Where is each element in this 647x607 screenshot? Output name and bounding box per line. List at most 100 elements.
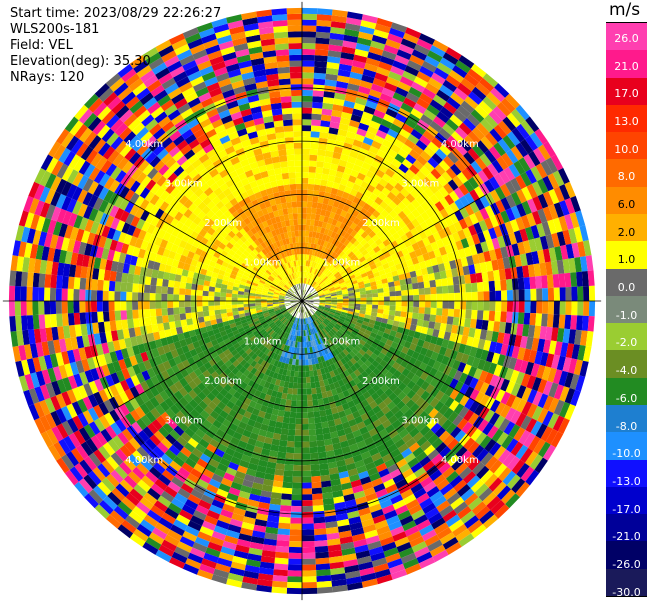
ppi-gate — [424, 259, 433, 268]
ppi-gate — [502, 355, 512, 368]
ppi-gate — [310, 243, 315, 250]
ppi-gate — [192, 385, 202, 396]
ppi-gate — [488, 341, 497, 353]
ppi-gate — [263, 381, 271, 389]
ppi-gate — [403, 253, 412, 262]
ppi-gate — [322, 286, 329, 291]
ppi-gate — [282, 481, 293, 489]
ppi-gate — [401, 346, 410, 355]
ppi-gate — [422, 355, 431, 365]
ppi-gate — [354, 271, 361, 278]
ppi-gate — [74, 324, 82, 337]
ppi-gate — [294, 311, 298, 318]
ppi-gate — [327, 174, 336, 183]
ppi-gate — [82, 191, 93, 206]
ppi-gate — [379, 55, 395, 66]
ppi-gate — [241, 454, 252, 463]
ppi-gate — [203, 280, 211, 287]
ppi-gate — [341, 286, 348, 291]
ppi-gate — [127, 273, 135, 284]
ppi-gate — [419, 301, 426, 308]
ppi-gate — [340, 357, 347, 365]
ppi-gate — [287, 429, 296, 436]
ppi-gate — [491, 331, 499, 343]
ppi-gate — [154, 383, 165, 394]
ppi-gate — [372, 383, 381, 393]
ppi-gate — [329, 308, 336, 312]
ppi-gate — [221, 356, 230, 364]
ppi-gate — [338, 250, 346, 258]
ppi-gate — [564, 314, 572, 330]
ppi-gate — [385, 339, 394, 347]
ppi-gate — [452, 316, 460, 326]
ppi-gate — [501, 152, 514, 167]
ppi-gate — [354, 297, 361, 301]
ppi-gate — [431, 137, 444, 149]
ppi-gate — [263, 361, 271, 369]
ppi-gate — [331, 484, 343, 493]
ppi-gate — [455, 60, 471, 74]
ppi-gate — [320, 349, 326, 356]
ppi-gate — [41, 217, 52, 233]
ppi-gate — [518, 289, 525, 301]
ppi-gate — [510, 145, 524, 161]
ppi-gate — [194, 247, 203, 256]
ppi-gate — [243, 294, 250, 299]
ppi-gate — [547, 367, 557, 383]
ppi-gate — [344, 457, 355, 466]
ppi-gate — [380, 322, 387, 329]
ppi-gate — [327, 461, 338, 469]
ppi-gate — [419, 246, 428, 255]
ppi-gate — [400, 284, 407, 291]
ppi-gate — [96, 290, 103, 301]
ppi-gate — [316, 369, 322, 376]
ppi-gate — [471, 501, 487, 516]
ppi-gate — [445, 541, 462, 555]
ppi-gate — [516, 385, 527, 399]
ppi-gate — [323, 247, 329, 254]
ppi-gate — [389, 209, 398, 219]
ppi-gate — [292, 382, 298, 389]
ppi-gate — [289, 529, 302, 536]
ppi-gate — [475, 319, 483, 330]
ppi-gate — [344, 408, 353, 416]
ppi-gate — [341, 148, 351, 156]
ppi-gate — [455, 351, 464, 362]
ppi-gate — [196, 333, 204, 341]
ppi-gate — [268, 308, 275, 312]
ppi-gate — [327, 133, 338, 141]
ppi-gate — [371, 289, 378, 294]
ppi-gate — [9, 316, 17, 332]
ppi-gate — [274, 397, 282, 405]
ppi-gate — [413, 301, 420, 308]
ppi-gate — [218, 326, 226, 333]
ppi-gate — [469, 318, 477, 329]
ppi-gate — [158, 544, 175, 557]
ppi-gate — [355, 243, 363, 250]
ppi-gate — [424, 307, 431, 315]
ppi-gate — [269, 285, 276, 290]
ppi-gate — [415, 170, 427, 181]
ppi-gate — [283, 311, 289, 316]
ppi-gate — [467, 131, 481, 145]
ppi-gate — [437, 415, 448, 427]
ppi-gate — [565, 301, 572, 316]
ppi-gate — [323, 432, 332, 440]
ppi-gate — [313, 299, 320, 301]
ppi-gate — [242, 516, 256, 525]
ppi-gate — [103, 495, 118, 511]
ppi-gate — [474, 391, 485, 404]
ppi-gate — [338, 434, 348, 443]
ppi-gate — [493, 463, 507, 478]
ppi-gate — [23, 195, 34, 213]
ppi-gate — [409, 54, 425, 66]
ppi-gate — [272, 575, 288, 582]
ppi-gate — [188, 264, 197, 273]
ppi-gate — [446, 492, 461, 505]
ppi-gate — [317, 196, 324, 204]
ppi-gate — [349, 71, 363, 81]
ppi-gate — [274, 427, 282, 435]
ppi-gate — [308, 236, 313, 244]
ppi-gate — [324, 79, 337, 87]
ppi-gate — [397, 201, 407, 211]
